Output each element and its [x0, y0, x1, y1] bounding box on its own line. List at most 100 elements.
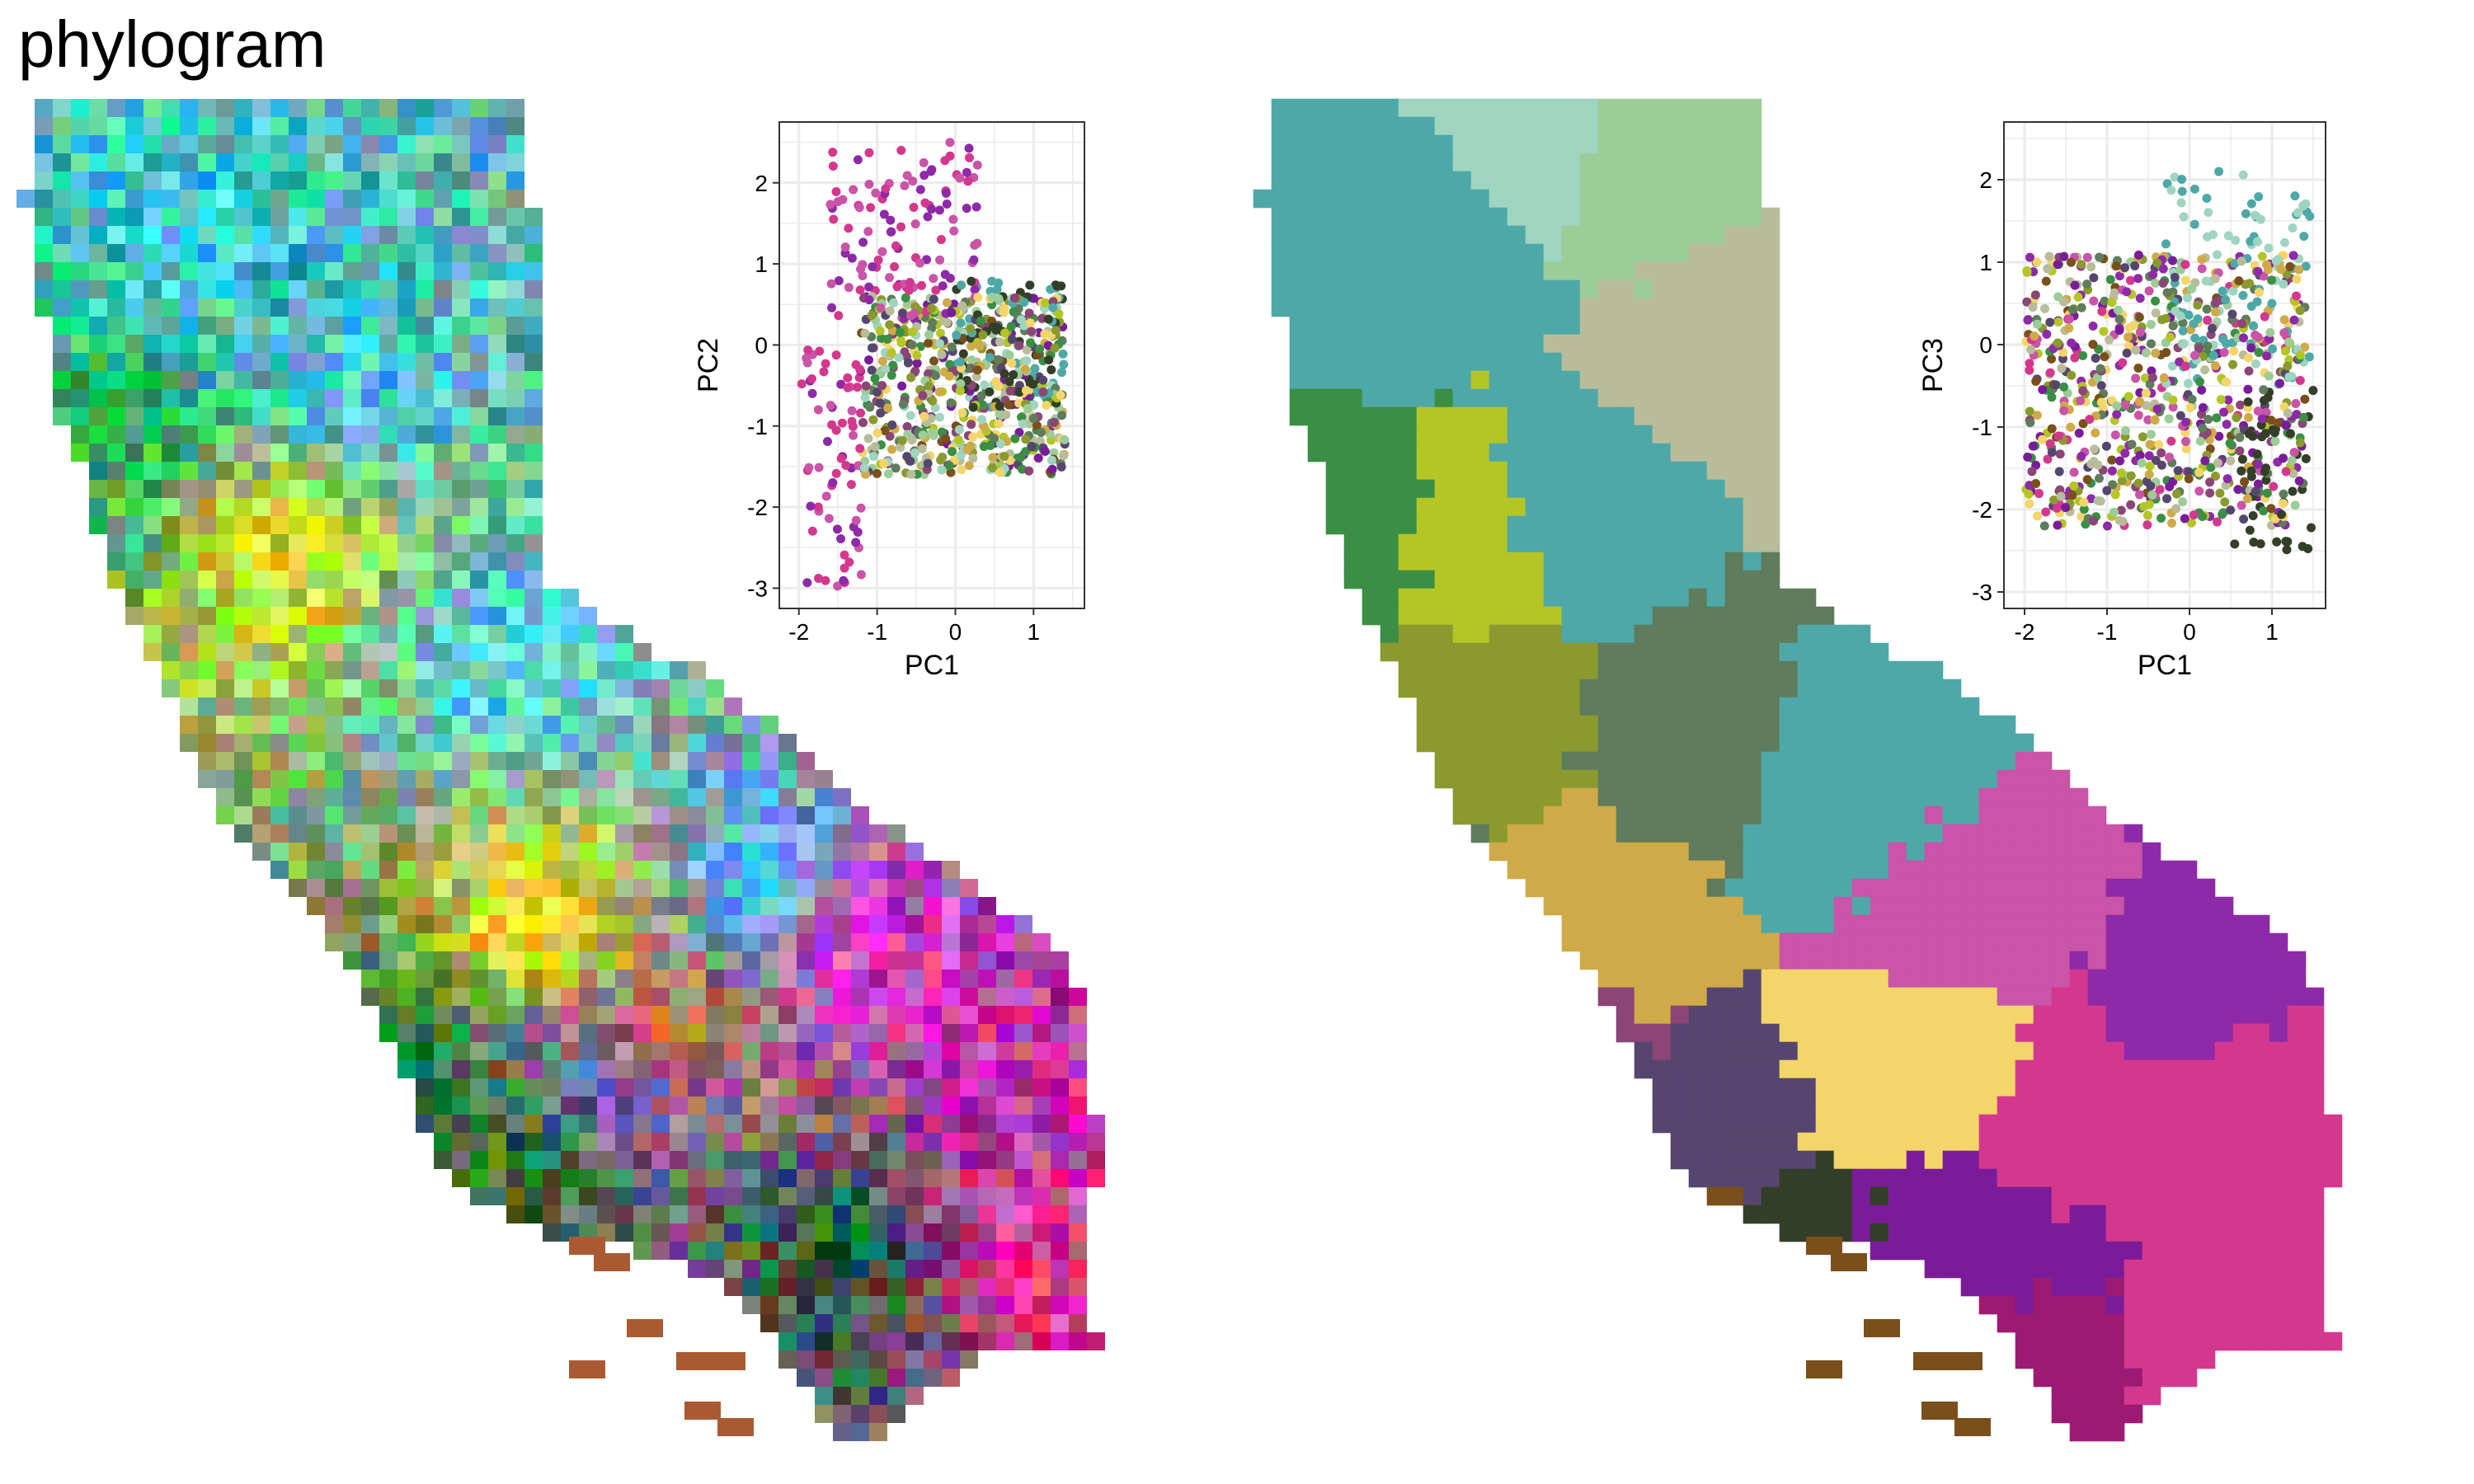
cluster-cell — [1652, 824, 1672, 843]
map-cell — [470, 117, 488, 135]
cluster-cell — [2142, 878, 2161, 898]
map-cell — [506, 99, 524, 117]
map-cell — [180, 679, 198, 697]
cluster-cell — [1906, 1005, 1926, 1025]
map-cell — [706, 1260, 724, 1278]
cluster-cell — [1761, 733, 1780, 753]
cluster-cell — [1724, 1096, 1744, 1115]
cluster-cell — [1525, 279, 1545, 299]
cluster-cell — [1779, 1168, 1799, 1188]
scatter-point — [887, 370, 896, 380]
cluster-cell — [2142, 896, 2161, 916]
cluster-cell — [1452, 606, 1472, 626]
cluster-cell — [2105, 1277, 2125, 1297]
map-cell — [815, 1205, 833, 1223]
map-cell — [180, 389, 198, 407]
cluster-cell — [1380, 425, 1399, 444]
map-cell — [797, 788, 815, 806]
cluster-cell — [1688, 932, 1708, 952]
map-cell — [289, 99, 307, 117]
cluster-cell — [1525, 624, 1545, 644]
map-cell — [434, 643, 452, 661]
map-cell — [416, 716, 434, 734]
cluster-cell — [1851, 805, 1871, 825]
cluster-cell — [1543, 878, 1563, 898]
map-cell — [434, 1133, 452, 1151]
cluster-cell — [1652, 243, 1672, 263]
cluster-cell — [1525, 207, 1545, 227]
map-cell — [434, 1006, 452, 1024]
cluster-cell — [1724, 98, 1744, 118]
map-cell — [198, 99, 216, 117]
cluster-cell — [1543, 171, 1563, 190]
map-cell — [851, 1078, 869, 1097]
map-cell — [851, 1060, 869, 1078]
cluster-cell — [2178, 932, 2198, 952]
cluster-cell — [2160, 860, 2180, 880]
map-cell — [397, 99, 416, 117]
cluster-cell — [1579, 279, 1599, 299]
cluster-cell — [1997, 969, 2016, 989]
cluster-cell — [2124, 1350, 2143, 1369]
cluster-cell — [1724, 642, 1744, 662]
map-cell — [216, 552, 234, 571]
cluster-cell — [1924, 914, 1944, 934]
cluster-cell — [1761, 824, 1780, 843]
cluster-cell — [2269, 1241, 2288, 1261]
map-cell — [543, 1187, 561, 1205]
map-cell — [234, 371, 252, 389]
cluster-cell — [1670, 207, 1690, 227]
cluster-cell — [1906, 1059, 1926, 1079]
map-cell — [71, 117, 89, 135]
map-cell — [561, 788, 579, 806]
cluster-cell — [1743, 334, 1762, 354]
cluster-cell — [2033, 751, 2053, 771]
map-cell — [397, 153, 416, 171]
cluster-cell — [2087, 1295, 2107, 1315]
map-cell — [760, 843, 778, 861]
map-cell — [724, 824, 742, 843]
cluster-cell — [1888, 679, 1907, 698]
map-cell — [343, 534, 361, 552]
cluster-cell — [1634, 225, 1653, 245]
map-cell — [488, 226, 506, 244]
cluster-cell — [1670, 425, 1690, 444]
map-cell — [833, 1060, 851, 1078]
map-cell — [579, 625, 597, 643]
cluster-cell — [2124, 987, 2143, 1007]
map-cell — [579, 716, 597, 734]
cluster-cell — [1434, 733, 1454, 753]
scatter-point — [825, 200, 835, 209]
cluster-cell — [1253, 189, 1272, 209]
cluster-cell — [2251, 1041, 2270, 1061]
map-cell — [71, 444, 89, 462]
cluster-cell — [1343, 98, 1363, 118]
map-cell — [942, 1260, 960, 1278]
cluster-cell — [1470, 805, 1490, 825]
cluster-cell — [1543, 787, 1563, 807]
map-cell — [216, 752, 234, 770]
map-cell — [416, 1097, 434, 1115]
cluster-cell — [1688, 334, 1708, 354]
cluster-cell — [1924, 1132, 1944, 1152]
map-cell — [325, 389, 343, 407]
map-cell — [924, 1151, 942, 1169]
cluster-cell — [2196, 969, 2216, 989]
map-cell — [706, 915, 724, 933]
map-cell — [216, 135, 234, 153]
cluster-cell — [1616, 461, 1635, 481]
map-cell — [470, 371, 488, 389]
map-cell — [270, 607, 289, 625]
map-cell — [1014, 1296, 1032, 1314]
map-cell — [361, 516, 379, 534]
cluster-cell — [1398, 134, 1418, 154]
map-cell — [815, 1332, 833, 1350]
map-cell — [343, 171, 361, 190]
cluster-cell — [2178, 987, 2198, 1007]
cluster-cell — [1434, 171, 1454, 190]
map-cell — [270, 117, 289, 135]
cluster-cell — [1779, 733, 1799, 753]
map-cell — [234, 571, 252, 589]
cluster-cell — [1851, 624, 1871, 644]
cluster-cell — [1906, 1078, 1926, 1097]
